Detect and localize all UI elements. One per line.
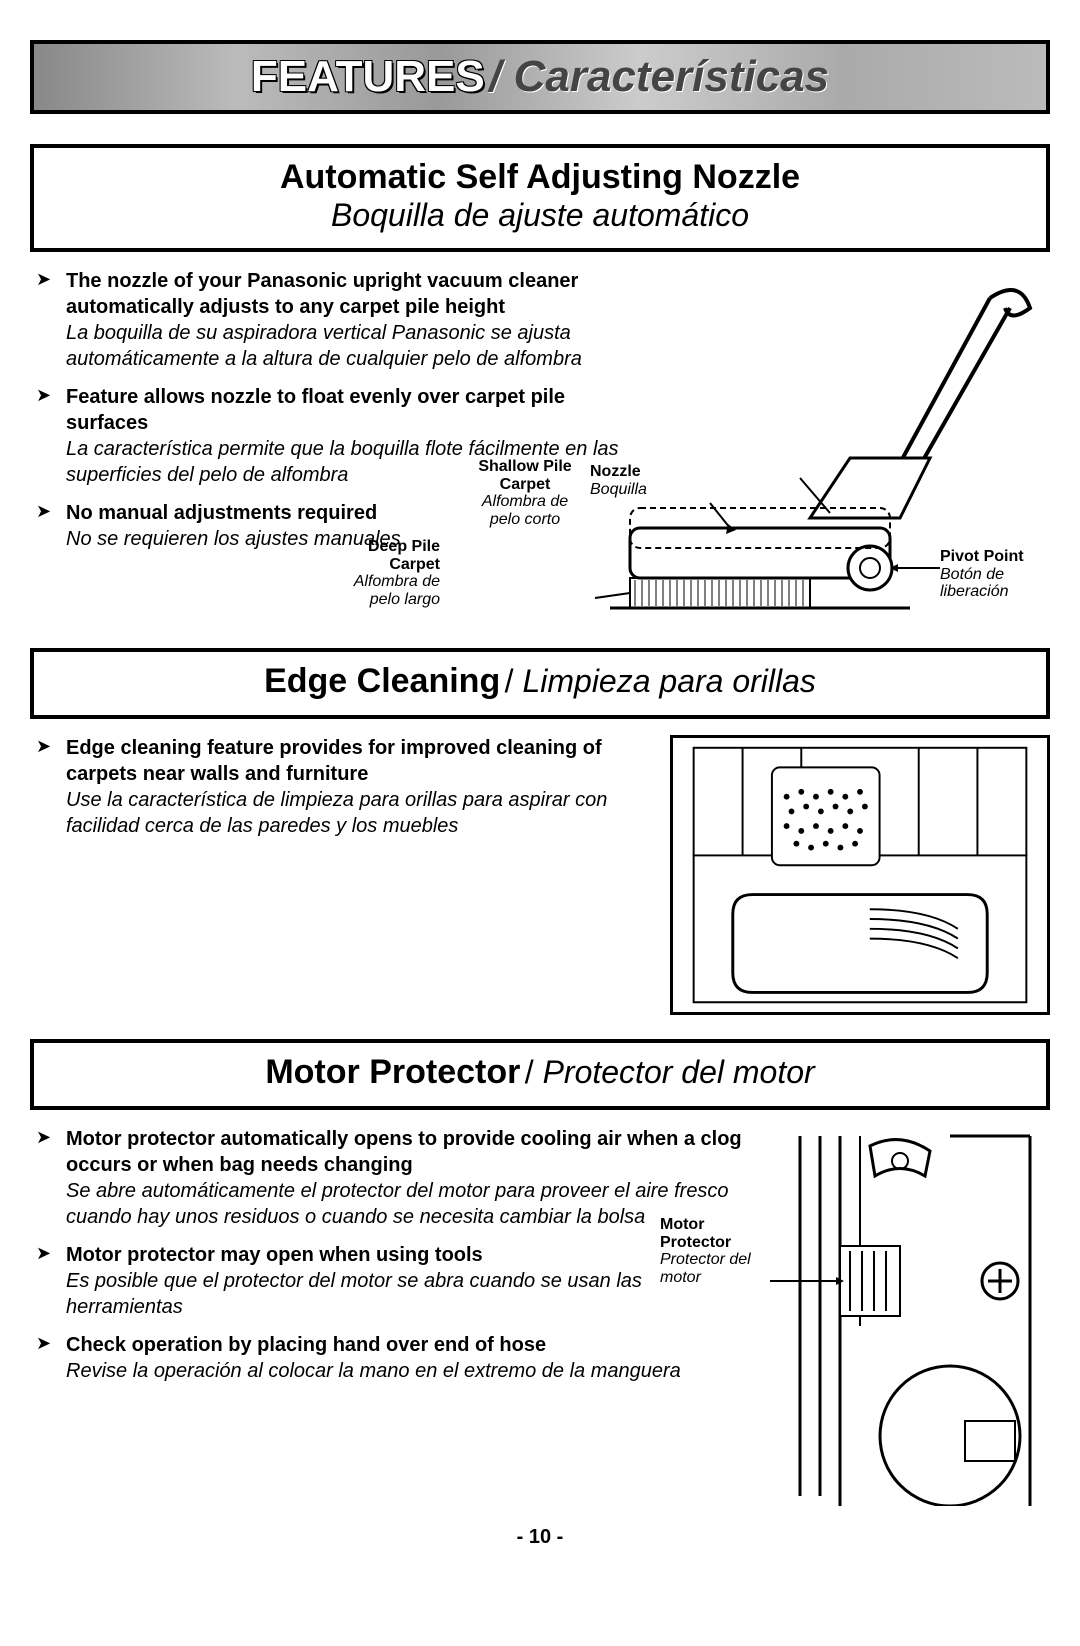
bullet-es: Es posible que el protector del motor se… (66, 1268, 758, 1320)
bullet-en: No manual adjustments required (66, 502, 377, 524)
section2-body: Edge cleaning feature provides for impro… (30, 735, 1050, 1015)
page-header: FEATURES / Características (30, 40, 1050, 114)
label-shallow: Shallow Pile Carpet Alfombra de pelo cor… (470, 458, 580, 528)
header-es: Características (514, 52, 830, 101)
bullet-en: Edge cleaning feature provides for impro… (66, 737, 602, 785)
label-nozzle: Nozzle Boquilla (590, 463, 680, 498)
section3-body: Motor protector automatically opens to p… (30, 1126, 1050, 1506)
label-en: Motor Protector (660, 1216, 760, 1251)
label-es: Alfombra de pelo largo (330, 573, 440, 608)
label-en: Nozzle (590, 463, 680, 481)
label-es: Protector del motor (660, 1251, 760, 1286)
bullet-en: Check operation by placing hand over end… (66, 1334, 546, 1356)
section1-title: Automatic Self Adjusting Nozzle Boquilla… (30, 144, 1050, 252)
label-deep: Deep Pile Carpet Alfombra de pelo largo (330, 538, 440, 608)
edge-cleaning-diagram (670, 735, 1050, 1015)
section1-body: The nozzle of your Panasonic upright vac… (30, 268, 1050, 648)
section3-title-en: Motor Protector (265, 1053, 520, 1091)
section2-title: Edge Cleaning / Limpieza para orillas (30, 648, 1050, 719)
section1-title-en: Automatic Self Adjusting Nozzle (42, 158, 1038, 197)
bullet-en: Motor protector automatically opens to p… (66, 1128, 742, 1176)
page-number: - 10 - (30, 1526, 1050, 1549)
section2-title-en: Edge Cleaning (264, 662, 500, 700)
bullet-en: Motor protector may open when using tool… (66, 1244, 483, 1266)
header-en: FEATURES (251, 52, 485, 101)
label-es: Alfombra de pelo corto (470, 493, 580, 528)
bullet-es: Use la característica de limpieza para o… (66, 787, 644, 839)
bullet-item: Motor protector automatically opens to p… (36, 1126, 758, 1230)
label-es: Boquilla (590, 481, 680, 499)
section3-title-es: Protector del motor (543, 1054, 815, 1090)
header-sep: / (489, 52, 513, 101)
label-en: Shallow Pile Carpet (470, 458, 580, 493)
motor-protector-diagram (770, 1126, 1050, 1506)
section2-title-es: Limpieza para orillas (522, 663, 815, 699)
bullet-es: Revise la operación al colocar la mano e… (66, 1358, 758, 1384)
bullet-item: Motor protector may open when using tool… (36, 1242, 758, 1320)
label-es: Botón de liberación (940, 566, 1050, 601)
bullet-es: Se abre automáticamente el protector del… (66, 1178, 758, 1230)
label-motor-protector: Motor Protector Protector del motor (660, 1216, 760, 1286)
bullet-item: Check operation by placing hand over end… (36, 1332, 758, 1384)
section1-title-es: Boquilla de ajuste automático (42, 197, 1038, 234)
section3-title: Motor Protector / Protector del motor (30, 1039, 1050, 1110)
label-en: Pivot Point (940, 548, 1050, 566)
bullet-item: Edge cleaning feature provides for impro… (36, 735, 644, 839)
section3-bullets: Motor protector automatically opens to p… (30, 1126, 764, 1384)
label-en: Deep Pile Carpet (330, 538, 440, 573)
label-pivot: Pivot Point Botón de liberación (940, 548, 1050, 601)
section2-bullets: Edge cleaning feature provides for impro… (30, 735, 650, 851)
